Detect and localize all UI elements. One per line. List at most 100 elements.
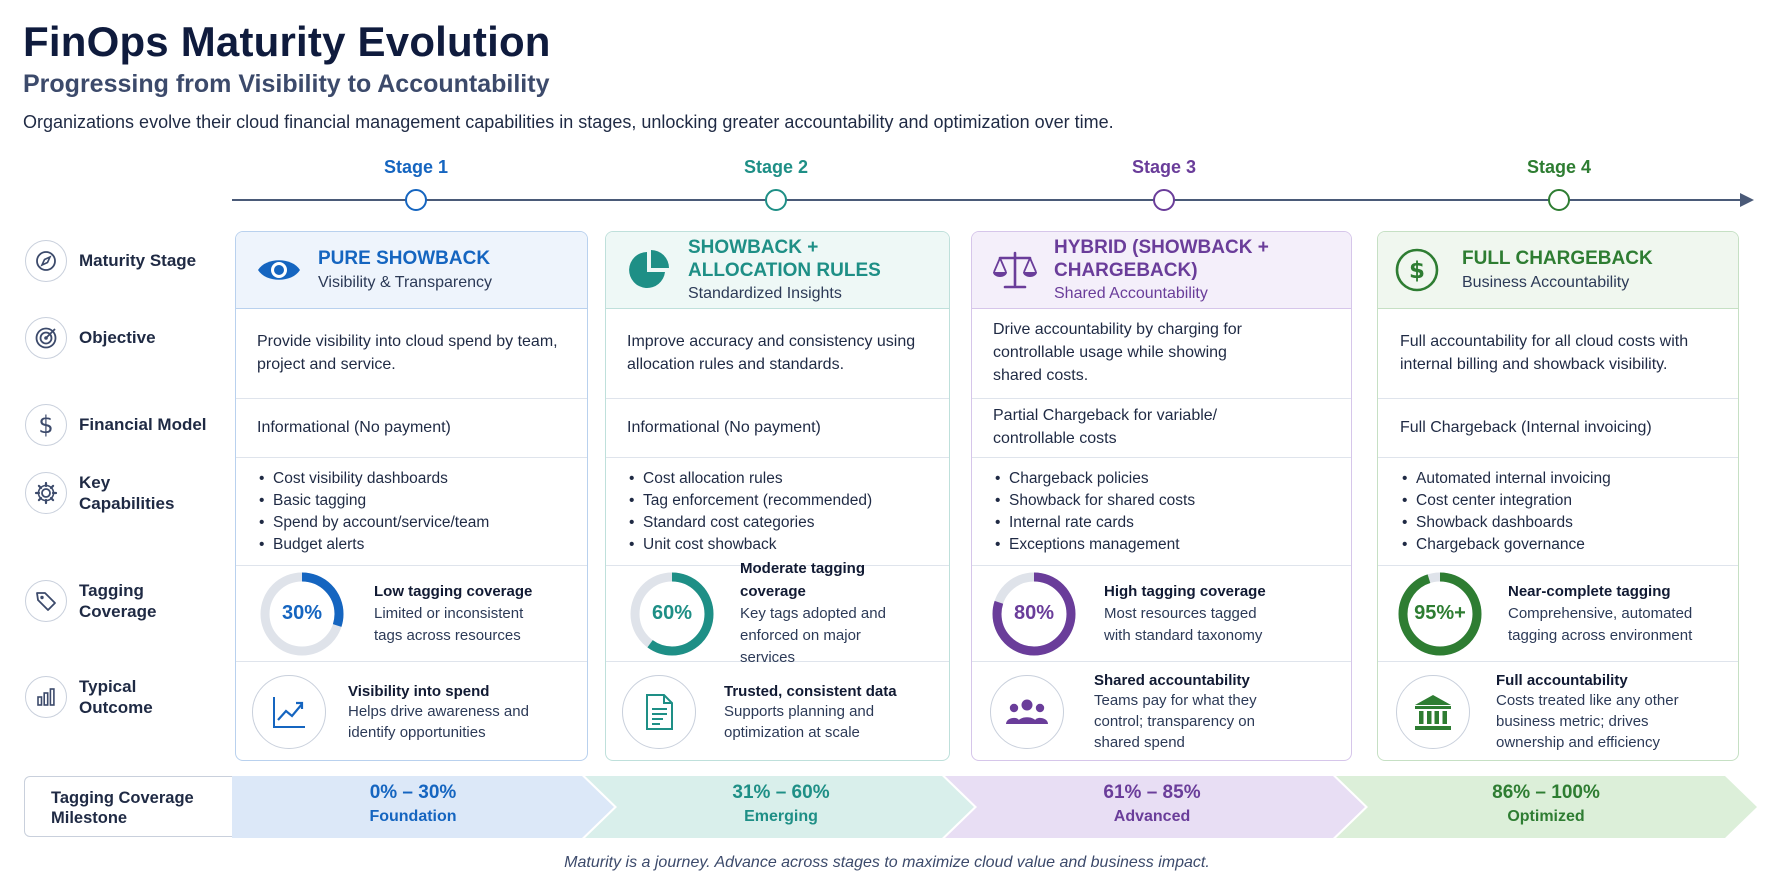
stage-4-header: $ FULL CHARGEBACK Business Accountabilit… xyxy=(1378,232,1738,309)
stage-1-capabilities: Cost visibility dashboards Basic tagging… xyxy=(236,458,587,566)
milestone-band xyxy=(232,776,1757,838)
bank-icon xyxy=(1396,675,1470,749)
capability-item: Chargeback policies xyxy=(993,468,1195,490)
stage-4-subtitle: Business Accountability xyxy=(1462,273,1630,291)
coverage-gauge: 30% xyxy=(258,570,346,658)
capability-item: Cost center integration xyxy=(1400,490,1611,512)
stage-1-financial-model: Informational (No payment) xyxy=(236,399,587,458)
capability-item: Tag enforcement (recommended) xyxy=(627,490,872,512)
page-subtitle: Progressing from Visibility to Accountab… xyxy=(23,70,550,98)
milestone-band-foundation xyxy=(232,776,614,838)
stage-4-capabilities: Automated internal invoicing Cost center… xyxy=(1378,458,1738,566)
trend-chart-icon xyxy=(252,675,326,749)
stage-4-title: FULL CHARGEBACK xyxy=(1462,248,1653,270)
outcome-title: Shared accountability xyxy=(1094,672,1250,690)
coverage-percent: 30% xyxy=(281,602,323,624)
stage-1-outcome: Visibility into spend Helps drive awaren… xyxy=(236,662,587,760)
balance-scale-icon xyxy=(992,247,1038,293)
outcome-title: Full accountability xyxy=(1496,672,1628,690)
capability-item: Exceptions management xyxy=(993,534,1195,556)
row-label-maturity-stage: Maturity Stage xyxy=(25,240,209,282)
capability-item: Showback dashboards xyxy=(1400,512,1611,534)
eye-icon xyxy=(256,247,302,293)
dollar-icon: $ xyxy=(1394,247,1440,293)
coverage-title: High tagging coverage xyxy=(1104,582,1266,600)
coverage-gauge: 95%+ xyxy=(1396,570,1484,658)
stage-1-title: PURE SHOWBACK xyxy=(318,248,491,270)
timeline-line xyxy=(232,199,1752,201)
stage-2-coverage: 60% Moderate tagging coverage Key tags a… xyxy=(606,560,949,666)
svg-text:$: $ xyxy=(1409,258,1425,284)
stage-3-subtitle: Shared Accountability xyxy=(1054,285,1208,303)
stage-4-financial-model: Full Chargeback (Internal invoicing) xyxy=(1378,399,1738,458)
stage-2-capabilities: Cost allocation rules Tag enforcement (r… xyxy=(606,458,949,566)
team-icon xyxy=(990,675,1064,749)
coverage-percent: 95%+ xyxy=(1414,602,1466,624)
stage-2-outcome: Trusted, consistent data Supports planni… xyxy=(606,662,949,760)
capability-item: Standard cost categories xyxy=(627,512,872,534)
stage-3-label: Stage 3 xyxy=(1131,157,1197,177)
stage-3-financial-model: Partial Chargeback for variable/ control… xyxy=(972,399,1351,458)
coverage-percent: 80% xyxy=(1013,602,1055,624)
stage-1-card: PURE SHOWBACK Visibility & Transparency … xyxy=(235,231,588,761)
row-label-financial-model: $ Financial Model xyxy=(25,404,209,446)
stage-3-coverage: 80% High tagging coverage Most resources… xyxy=(972,566,1351,662)
stage-3-objective: Drive accountability by charging for con… xyxy=(972,309,1351,399)
pie-chart-icon xyxy=(626,247,672,293)
coverage-percent: 60% xyxy=(651,602,693,624)
stage-2-header: SHOWBACK + ALLOCATION RULES Standardized… xyxy=(606,232,949,309)
stage-2-financial-model: Informational (No payment) xyxy=(606,399,949,458)
stage-1-label: Stage 1 xyxy=(383,157,449,177)
stage-2-dot xyxy=(765,189,787,211)
coverage-desc: Key tags adopted and enforced on major s… xyxy=(740,605,886,666)
stage-4-outcome: Full accountability Costs treated like a… xyxy=(1378,662,1738,760)
stage-4-card: $ FULL CHARGEBACK Business Accountabilit… xyxy=(1377,231,1739,761)
row-label-typical-outcome: Typical Outcome xyxy=(25,676,209,719)
stage-3-header: HYBRID (SHOWBACK + CHARGEBACK) Shared Ac… xyxy=(972,232,1351,309)
stage-4-objective: Full accountability for all cloud costs … xyxy=(1378,309,1738,399)
capability-item: Basic tagging xyxy=(257,490,489,512)
capability-item: Showback for shared costs xyxy=(993,490,1195,512)
coverage-title: Low tagging coverage xyxy=(374,582,533,600)
coverage-title: Near-complete tagging xyxy=(1508,582,1671,600)
stage-4-label: Stage 4 xyxy=(1526,157,1592,177)
milestone-band-optimized xyxy=(1336,776,1757,838)
outcome-desc: Costs treated like any other business me… xyxy=(1496,692,1679,751)
footer-note: Maturity is a journey. Advance across st… xyxy=(564,854,1210,871)
outcome-desc: Helps drive awareness and identify oppor… xyxy=(348,702,529,741)
gear-icon xyxy=(25,472,67,515)
capability-item: Spend by account/service/team xyxy=(257,512,489,534)
coverage-desc: Comprehensive, automated tagging across … xyxy=(1508,605,1693,644)
stage-2-subtitle: Standardized Insights xyxy=(688,285,842,303)
target-icon xyxy=(25,317,67,359)
stage-4-coverage: 95%+ Near-complete tagging Comprehensive… xyxy=(1378,566,1738,662)
stage-3-dot xyxy=(1153,189,1175,211)
dollar-icon: $ xyxy=(25,404,67,446)
outcome-title: Visibility into spend xyxy=(348,682,490,700)
milestone-advanced: 61% – 85% Advanced xyxy=(1103,782,1201,825)
document-icon xyxy=(622,675,696,749)
coverage-gauge: 80% xyxy=(990,570,1078,658)
bar-chart-icon xyxy=(25,676,67,719)
row-label-objective: Objective xyxy=(25,317,209,359)
coverage-desc: Limited or inconsistent tags across reso… xyxy=(374,605,524,644)
stage-2-card: SHOWBACK + ALLOCATION RULES Standardized… xyxy=(605,231,950,761)
compass-icon xyxy=(25,240,67,282)
tag-icon xyxy=(25,580,67,623)
milestone-band-emerging xyxy=(585,776,974,838)
stage-1-dot xyxy=(405,189,427,211)
stage-1-objective: Provide visibility into cloud spend by t… xyxy=(236,309,587,399)
stage-3-card: HYBRID (SHOWBACK + CHARGEBACK) Shared Ac… xyxy=(971,231,1352,761)
stage-1-coverage: 30% Low tagging coverage Limited or inco… xyxy=(236,566,587,662)
timeline-arrow-icon xyxy=(1740,193,1754,207)
capability-item: Internal rate cards xyxy=(993,512,1195,534)
capability-item: Cost visibility dashboards xyxy=(257,468,489,490)
capability-item: Automated internal invoicing xyxy=(1400,468,1611,490)
outcome-desc: Teams pay for what they control; transpa… xyxy=(1094,692,1257,751)
milestone-emerging: 31% – 60% Emerging xyxy=(732,782,830,825)
stage-2-objective: Improve accuracy and consistency using a… xyxy=(606,309,949,399)
stage-2-title: SHOWBACK + ALLOCATION RULES xyxy=(688,236,881,281)
stage-2-label: Stage 2 xyxy=(743,157,809,177)
coverage-title: Moderate tagging coverage xyxy=(740,560,866,600)
capability-item: Chargeback governance xyxy=(1400,534,1611,556)
